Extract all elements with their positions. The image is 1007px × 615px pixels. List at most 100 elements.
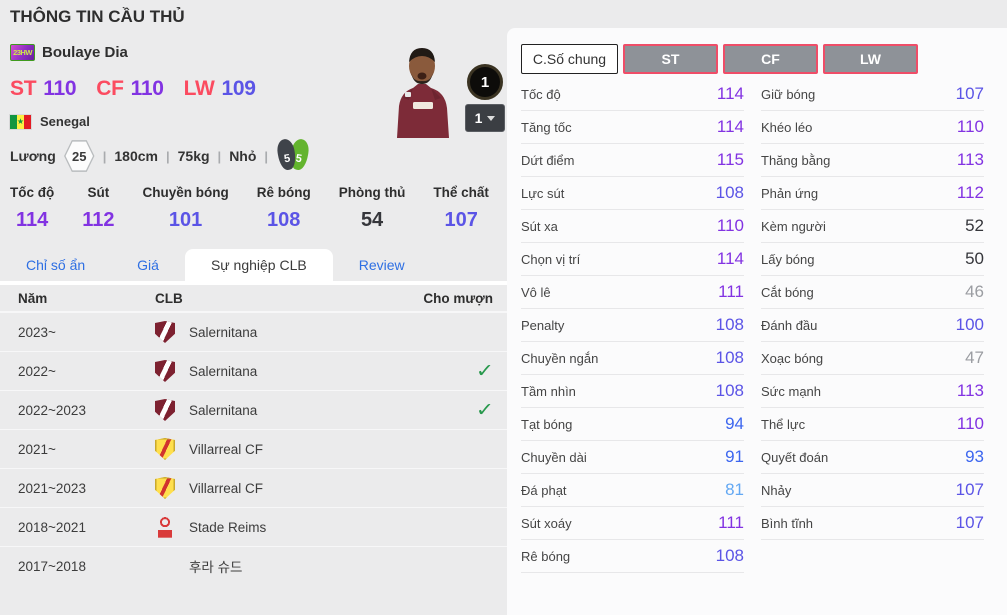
stat-value: 113 bbox=[956, 150, 984, 169]
tab-price[interactable]: Giá bbox=[137, 257, 159, 273]
separator: | bbox=[165, 148, 170, 164]
loan-cell: ✓ bbox=[423, 360, 494, 383]
career-year: 2017~2018 bbox=[18, 558, 86, 574]
cf-stats-button[interactable]: CF bbox=[723, 44, 818, 74]
summary-stat-value: 101 bbox=[168, 209, 203, 231]
summary-stat-value: 114 bbox=[15, 209, 49, 231]
loan-cell: ✓ bbox=[423, 399, 495, 422]
photo-cluster: 1 1 bbox=[383, 40, 507, 140]
career-table-header: Năm CLB Cho mượn bbox=[0, 285, 507, 312]
weight-value: 75kg bbox=[177, 148, 210, 164]
stat-row: Chuyền ngắn 108 bbox=[521, 342, 744, 375]
stat-row: Giữ bóng 107 bbox=[761, 78, 984, 111]
loan-cell: ✓ bbox=[423, 555, 493, 578]
stat-label: Bình tĩnh bbox=[761, 515, 814, 531]
stat-label: Dứt điểm bbox=[521, 152, 575, 168]
stat-label: Sức mạnh bbox=[761, 383, 822, 399]
career-table: Năm CLB Cho mượn 2023~ Salernitana ✓ 202… bbox=[0, 285, 507, 585]
tab-hidden-stats[interactable]: Chỉ số ẩn bbox=[26, 257, 86, 273]
table-row: 2022~2023 Salernitana ✓ bbox=[0, 390, 507, 429]
club-logo-icon bbox=[155, 438, 175, 460]
club-logo-icon bbox=[155, 321, 175, 343]
table-row: 2021~ Villarreal CF ✓ bbox=[0, 429, 507, 468]
stat-value: 110 bbox=[956, 414, 984, 433]
physical-info-row: Lương 25 | 180cm | 75kg | Nhỏ | 5 5 bbox=[10, 137, 507, 173]
level-select-dropdown[interactable]: 1 bbox=[465, 104, 505, 132]
career-year: 2021~2023 bbox=[18, 480, 86, 496]
loan-cell: ✓ bbox=[423, 477, 493, 500]
detail-stats-left-column: Tốc độ 114 Tăng tốc 114 Dứt điểm 115 Lực… bbox=[521, 78, 744, 573]
summary-stat-value: 54 bbox=[360, 209, 384, 231]
stat-label: Cắt bóng bbox=[761, 284, 814, 300]
tab-club-career[interactable]: Sự nghiệp CLB bbox=[184, 249, 333, 281]
stat-value: 110 bbox=[956, 117, 984, 136]
header-club: CLB bbox=[155, 290, 183, 306]
stat-label: Phản ứng bbox=[761, 185, 819, 201]
stat-value: 91 bbox=[725, 447, 744, 466]
separator: | bbox=[217, 148, 222, 164]
career-club: Stade Reims bbox=[155, 516, 423, 538]
lw-stats-button[interactable]: LW bbox=[823, 44, 918, 74]
stat-row: Tạt bóng 94 bbox=[521, 408, 744, 441]
position-label: LW bbox=[183, 77, 215, 100]
stat-filter-buttons: C.Số chung ST CF LW bbox=[521, 44, 984, 74]
check-icon: ✓ bbox=[475, 399, 495, 421]
summary-stat-value: 108 bbox=[267, 209, 301, 231]
career-year: 2022~2023 bbox=[18, 402, 86, 418]
stat-row: Thể lực 110 bbox=[761, 408, 984, 441]
st-stats-button[interactable]: ST bbox=[623, 44, 718, 74]
stat-label: Rê bóng bbox=[521, 548, 571, 564]
stat-value: 107 bbox=[955, 84, 984, 103]
summary-stats: Tốc độ 114 Sút 112 Chuyền bóng 101 Rê bó… bbox=[0, 173, 507, 232]
overall-stats-button[interactable]: C.Số chung bbox=[521, 44, 618, 74]
stat-row: Cắt bóng 46 bbox=[761, 276, 984, 309]
chevron-down-icon bbox=[487, 115, 496, 121]
club-name: Villarreal CF bbox=[189, 441, 264, 457]
stat-label: Tăng tốc bbox=[521, 119, 572, 135]
position-rating: LW 109 bbox=[184, 77, 256, 101]
position-label: CF bbox=[96, 77, 124, 100]
career-club: Salernitana bbox=[155, 399, 423, 421]
summary-stat-label: Thể chất bbox=[433, 185, 489, 200]
stat-value: 110 bbox=[716, 216, 744, 235]
stat-label: Giữ bóng bbox=[761, 86, 816, 102]
career-club: Salernitana bbox=[155, 321, 423, 343]
stat-row: Đánh đầu 100 bbox=[761, 309, 984, 342]
stat-value: 93 bbox=[965, 447, 984, 466]
tab-bar: Chỉ số ẩn Giá Sự nghiệp CLB Review bbox=[0, 249, 507, 281]
body-type: Nhỏ bbox=[229, 148, 257, 164]
stat-label: Penalty bbox=[521, 317, 565, 333]
stat-row: Chuyền dài 91 bbox=[521, 441, 744, 474]
stat-label: Thể lực bbox=[761, 416, 806, 432]
salary-hexagon: 25 bbox=[64, 140, 95, 172]
position-rating: ST 110 bbox=[10, 77, 77, 101]
tab-underline bbox=[0, 281, 507, 285]
level-badge: 1 bbox=[467, 64, 503, 100]
stat-value: 111 bbox=[718, 282, 744, 301]
summary-stat: Phòng thủ 54 bbox=[339, 185, 406, 232]
nation-name: Senegal bbox=[40, 114, 90, 129]
player-name: Boulaye Dia bbox=[42, 44, 128, 61]
club-name: Salernitana bbox=[189, 402, 258, 418]
summary-stat-label: Rê bóng bbox=[256, 185, 311, 200]
tab-review[interactable]: Review bbox=[358, 257, 405, 273]
club-name: 후라 슈드 bbox=[189, 560, 243, 575]
header-year: Năm bbox=[18, 290, 48, 306]
club-logo-icon bbox=[155, 516, 175, 538]
salary-value: 25 bbox=[72, 148, 87, 164]
stat-label: Tốc độ bbox=[521, 86, 561, 102]
stat-value: 107 bbox=[955, 513, 984, 532]
club-name: Villarreal CF bbox=[189, 480, 264, 496]
loan-cell: ✓ bbox=[423, 438, 493, 461]
summary-stat: Thể chất 107 bbox=[433, 185, 489, 232]
stat-value: 113 bbox=[956, 381, 984, 400]
stat-row: Khéo léo 110 bbox=[761, 111, 984, 144]
club-name: Stade Reims bbox=[189, 519, 267, 535]
nation-row: Senegal bbox=[10, 114, 507, 129]
club-logo-icon bbox=[155, 360, 175, 382]
stat-row: Sút xoáy 111 bbox=[521, 507, 744, 540]
stat-value: 108 bbox=[715, 546, 744, 565]
stat-value: 115 bbox=[716, 150, 744, 169]
season-badge: 23HW bbox=[10, 44, 35, 61]
